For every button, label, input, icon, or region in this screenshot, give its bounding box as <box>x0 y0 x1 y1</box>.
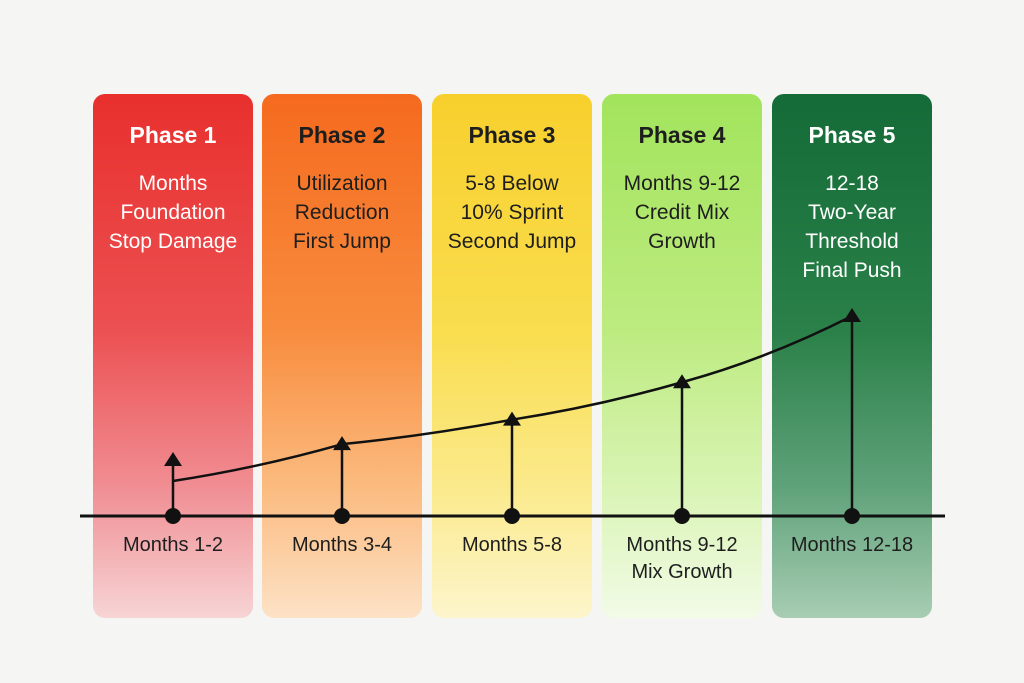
phase-bottom-label-line: Months 3-4 <box>291 534 393 556</box>
phase-description-line: Reduction <box>294 201 390 224</box>
phase-description: Months Foundation Stop Damage <box>97 169 249 256</box>
phase-bottom-label-line: Mix Growth <box>631 561 733 583</box>
phase-arrow-head <box>333 436 351 451</box>
phase-description-line: Two-Year <box>808 201 896 224</box>
phase-card-3: Phase 3 5-8 Below 10% Sprint Second Jump… <box>432 94 592 618</box>
phase-arrow-head <box>673 374 691 389</box>
phase-description-line: 12-18 <box>825 172 879 195</box>
phase-arrow-head <box>164 452 182 466</box>
timeline-node <box>844 508 860 524</box>
phase-title: Phase 2 <box>298 122 386 148</box>
phase-arrow-head <box>503 411 521 426</box>
phase-description-line: Months 9-12 <box>623 172 741 195</box>
phase-title: Phase 4 <box>638 122 726 148</box>
timeline-node <box>504 508 520 524</box>
phase-title: Phase 5 <box>808 122 896 148</box>
timeline-node <box>334 508 350 524</box>
phase-title: Phase 1 <box>129 122 217 148</box>
phase-description-line: 10% Sprint <box>460 201 564 224</box>
phase-description-line: Utilization <box>296 172 388 195</box>
phase-description-line: Months <box>138 172 208 195</box>
phase-bottom-label: Months 3-4 <box>262 532 422 559</box>
phase-title: Phase 3 <box>468 122 556 148</box>
timeline-node <box>674 508 690 524</box>
phase-description: Utilization Reduction First Jump <box>266 169 418 256</box>
phase-bottom-label: Months 5-8 <box>432 532 592 559</box>
phase-description-line: Credit Mix <box>634 201 730 224</box>
phase-description-line: Foundation <box>120 201 226 224</box>
phase-description: 5-8 Below 10% Sprint Second Jump <box>436 169 588 256</box>
phase-description-line: 5-8 Below <box>465 172 559 195</box>
phase-bottom-label-line: Months 9-12 <box>626 534 738 556</box>
phase-description-line: First Jump <box>292 230 391 253</box>
timeline-node <box>165 508 181 524</box>
phase-description-line: Second Jump <box>447 230 577 253</box>
phase-bottom-label-line: Months 1-2 <box>122 534 224 556</box>
phase-description: 12-18 Two-Year Threshold Final Push <box>776 169 928 285</box>
phase-card-2: Phase 2 Utilization Reduction First Jump… <box>262 94 422 618</box>
phase-bottom-label: Months 1-2 <box>93 532 253 559</box>
phase-description-line: Threshold <box>805 230 899 253</box>
phase-bottom-label-line: Months 5-8 <box>461 534 563 556</box>
phase-bottom-label: Months 9-12 Mix Growth <box>602 532 762 586</box>
phase-card-1: Phase 1 Months Foundation Stop Damage Mo… <box>93 94 253 618</box>
phase-bottom-label-line: Months 12-18 <box>790 534 914 556</box>
phase-description-line: Growth <box>648 230 716 253</box>
phase-card-4: Phase 4 Months 9-12 Credit Mix Growth Mo… <box>602 94 762 618</box>
phase-description: Months 9-12 Credit Mix Growth <box>606 169 758 256</box>
phase-description-line: Final Push <box>802 259 902 282</box>
phase-description-line: Stop Damage <box>108 230 238 253</box>
phase-arrow-head <box>843 308 861 322</box>
phase-bottom-label: Months 12-18 <box>772 532 932 559</box>
